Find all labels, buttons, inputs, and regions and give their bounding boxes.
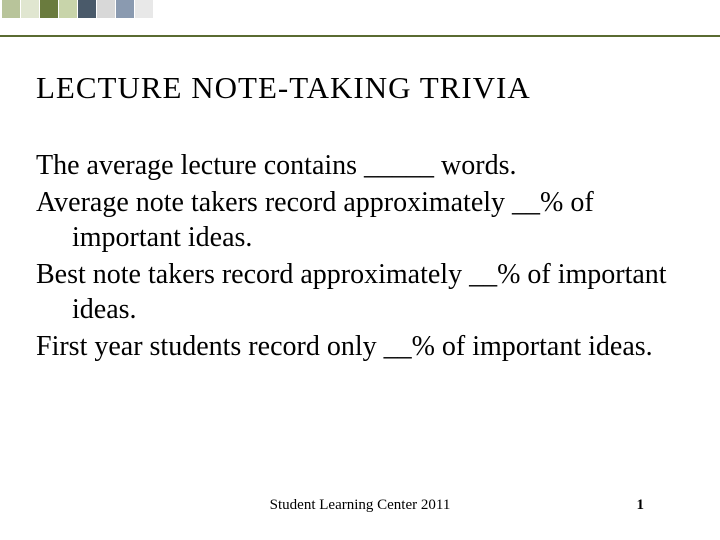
statement-3: Best note takers record approximately __…: [36, 257, 684, 327]
decorative-top-border: [0, 0, 720, 38]
square-5: [97, 0, 115, 18]
square-2: [40, 0, 58, 18]
page-number: 1: [637, 497, 645, 514]
statement-4: First year students record only __% of i…: [36, 329, 684, 364]
statement-2: Average note takers record approximately…: [36, 185, 684, 255]
statement-1: The average lecture contains _____ words…: [36, 148, 684, 183]
border-line: [0, 35, 720, 37]
square-0: [2, 0, 20, 18]
square-3: [59, 0, 77, 18]
decorative-squares: [2, 0, 154, 18]
square-4: [78, 0, 96, 18]
content-area: The average lecture contains _____ words…: [36, 148, 684, 366]
footer-text: Student Learning Center 2011: [0, 497, 720, 514]
square-7: [135, 0, 153, 18]
square-1: [21, 0, 39, 18]
slide-title: LECTURE NOTE-TAKING TRIVIA: [36, 70, 531, 106]
square-6: [116, 0, 134, 18]
